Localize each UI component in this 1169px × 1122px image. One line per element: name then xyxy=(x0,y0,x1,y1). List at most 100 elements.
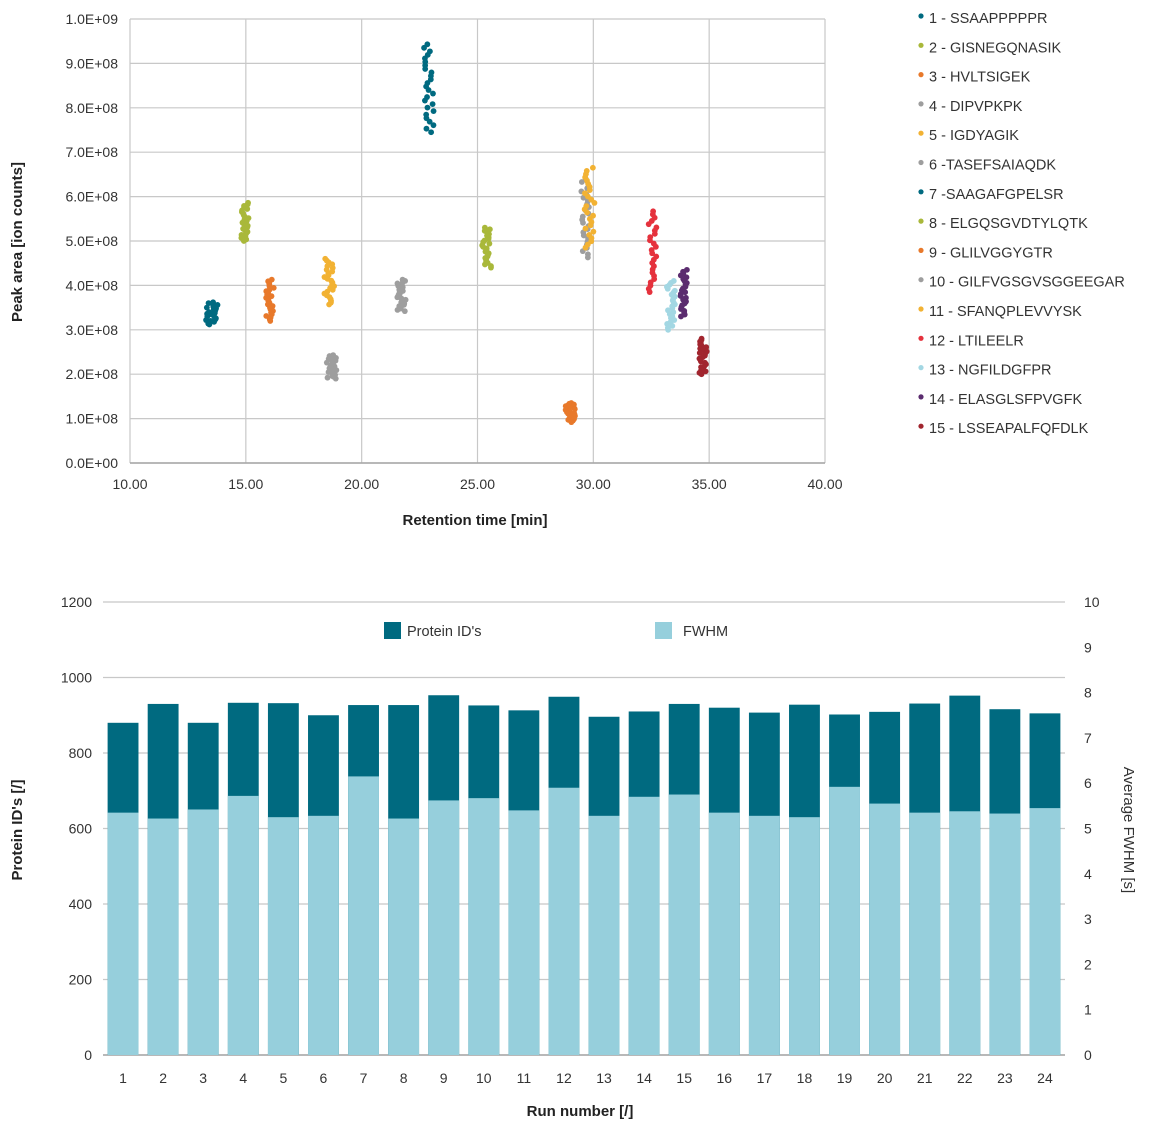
scatter-point xyxy=(203,304,210,311)
bar-y-tick-label: 600 xyxy=(69,821,93,837)
scatter-point xyxy=(267,318,274,324)
scatter-point xyxy=(580,232,587,239)
scatter-legend-marker xyxy=(918,335,924,341)
fwhm-bar xyxy=(508,810,540,1055)
scatter-point xyxy=(582,225,589,232)
scatter-x-axis-label: Retention time [min] xyxy=(403,512,548,529)
fwhm-bar xyxy=(187,809,219,1055)
scatter-point xyxy=(678,313,684,320)
scatter-legend-item: 5 - IGDYAGIK xyxy=(918,128,1019,144)
scatter-series xyxy=(581,164,598,251)
bar-group xyxy=(348,705,379,1055)
scatter-series xyxy=(394,276,409,315)
scatter-point xyxy=(430,108,437,115)
scatter-legend-label: 6 -TASEFSAIAQDK xyxy=(929,158,1056,174)
scatter-point xyxy=(649,250,656,257)
fwhm-bar xyxy=(147,818,179,1055)
scatter-series xyxy=(238,199,252,244)
fwhm-bar xyxy=(428,800,460,1055)
scatter-point xyxy=(326,301,333,308)
scatter-legend-marker xyxy=(918,72,924,78)
scatter-y-tick-labels: 0.0E+00 1.0E+08 2.0E+08 3.0E+08 4.0E+08 5.0E+… xyxy=(65,11,118,471)
scatter-legend-item: 3 - HVLTSIGEK xyxy=(918,70,1031,86)
bar-x-tick-label: 3 xyxy=(199,1070,207,1086)
fwhm-bar xyxy=(829,786,860,1055)
scatter-point xyxy=(580,194,587,201)
scatter-legend-item: 15 - LSSEAPALFQFDLK xyxy=(918,421,1089,437)
bar-group xyxy=(588,716,620,1055)
scatter-y-tick-label: 9.0E+08 xyxy=(65,55,118,71)
scatter-legend-item: 10 - GILFVGSGVSGGEEGAR xyxy=(918,275,1125,291)
bar-group xyxy=(508,710,540,1055)
bar-legend-label: FWHM xyxy=(683,624,728,640)
scatter-point xyxy=(429,101,436,107)
scatter-point xyxy=(590,228,597,235)
bar-y2-tick-label: 3 xyxy=(1084,911,1092,927)
scatter-point xyxy=(423,125,430,132)
fwhm-bar xyxy=(708,812,740,1055)
scatter-legend-label: 11 - SFANQPLEVVYSK xyxy=(929,304,1082,320)
scatter-y-tick-label: 0.0E+00 xyxy=(65,455,118,471)
fwhm-bar xyxy=(227,795,259,1055)
bar-y2-tick-labels: 0 1 2 3 4 5 6 7 8 9 10 xyxy=(1084,594,1100,1063)
scatter-point xyxy=(682,289,689,296)
scatter-x-tick-label: 30.00 xyxy=(576,476,611,492)
bar-x-tick-label: 12 xyxy=(556,1070,572,1086)
bar-y-tick-label: 800 xyxy=(69,745,93,761)
scatter-y-tick-label: 6.0E+08 xyxy=(65,189,118,205)
bar-x-tick-label: 11 xyxy=(517,1070,532,1086)
scatter-series xyxy=(323,352,340,382)
bar-y2-axis-label: Average FWHM [s] xyxy=(1120,767,1137,893)
bar-group xyxy=(388,705,420,1055)
bar-group xyxy=(909,703,941,1055)
fwhm-bar xyxy=(588,815,620,1055)
scatter-point xyxy=(582,244,589,251)
scatter-point xyxy=(394,306,401,313)
scatter-point xyxy=(645,221,652,228)
fwhm-bar xyxy=(949,811,981,1055)
bar-x-tick-label: 1 xyxy=(119,1070,127,1086)
scatter-y-tick-label: 7.0E+08 xyxy=(65,144,118,160)
scatter-legend-marker xyxy=(918,423,924,429)
scatter-series xyxy=(479,224,494,271)
fwhm-bar xyxy=(989,813,1021,1055)
fwhm-bar xyxy=(668,794,700,1055)
scatter-legend-label: 3 - HVLTSIGEK xyxy=(929,70,1031,86)
bar-y2-tick-label: 1 xyxy=(1084,1002,1092,1018)
bar-x-tick-label: 2 xyxy=(159,1070,167,1086)
bar-group xyxy=(187,722,219,1055)
scatter-legend-marker xyxy=(918,247,924,253)
bar-x-tick-label: 9 xyxy=(440,1070,448,1086)
scatter-x-tick-labels: 10.00 15.00 20.00 25.00 30.00 35.00 40.00 xyxy=(112,476,842,492)
bar-y-tick-labels: 0 200 400 600 800 1000 1200 xyxy=(61,594,92,1063)
bar-group xyxy=(628,711,660,1055)
bar-group xyxy=(107,722,139,1055)
scatter-point xyxy=(578,179,585,185)
scatter-point xyxy=(584,254,591,261)
scatter-legend-marker xyxy=(918,277,924,283)
scatter-point xyxy=(424,104,431,111)
scatter-y-tick-label: 2.0E+08 xyxy=(65,366,118,382)
bar-y-tick-label: 1200 xyxy=(61,594,92,610)
scatter-point xyxy=(430,90,436,97)
scatter-point xyxy=(206,321,213,328)
scatter-point xyxy=(486,240,493,247)
bar-y2-tick-label: 7 xyxy=(1084,730,1092,746)
scatter-legend-item: 11 - SFANQPLEVVYSK xyxy=(918,304,1082,320)
bar-group xyxy=(267,703,299,1055)
bar-group xyxy=(668,703,700,1055)
bar-x-tick-label: 6 xyxy=(320,1070,328,1086)
bar-y-tick-label: 400 xyxy=(69,896,93,912)
bar-gridlines xyxy=(103,601,1065,1056)
bar-legend-swatch xyxy=(384,622,401,639)
bar-group xyxy=(428,695,460,1055)
scatter-legend-item: 7 -SAAGAFGPELSR xyxy=(918,187,1064,203)
bar-y-axis-label: Protein ID's [/] xyxy=(9,779,26,880)
scatter-legend-label: 14 - ELASGLSFPVGFK xyxy=(929,392,1082,408)
scatter-y-tick-label: 3.0E+08 xyxy=(65,322,118,338)
bar-x-tick-label: 10 xyxy=(476,1070,492,1086)
bar-x-tick-label: 8 xyxy=(400,1070,408,1086)
bar-group xyxy=(468,705,500,1055)
bar-x-tick-label: 21 xyxy=(917,1070,933,1086)
